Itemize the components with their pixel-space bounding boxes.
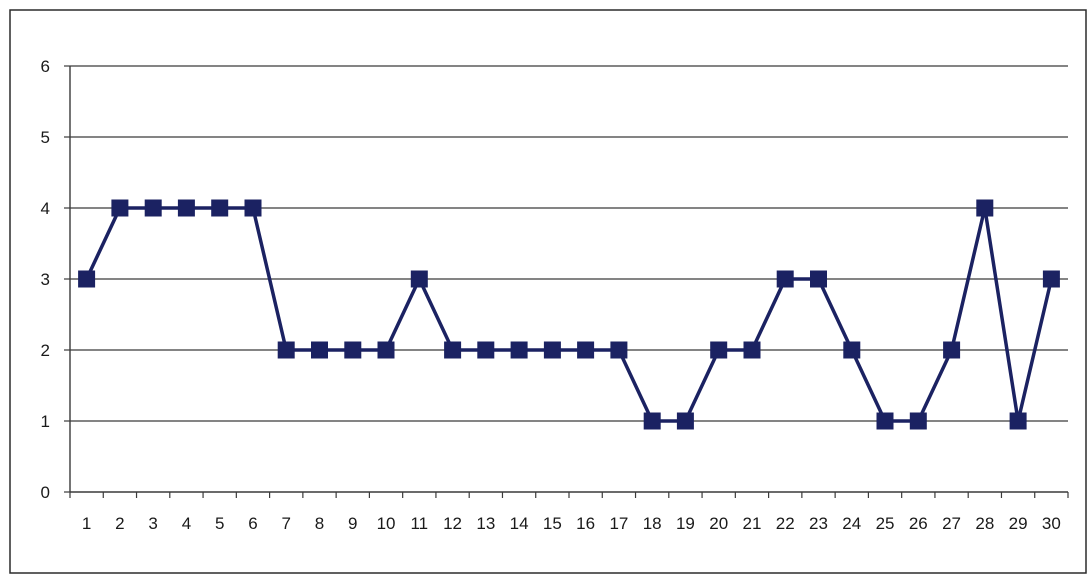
x-tick-label-5: 5 [215,514,224,533]
gridlines [70,65,1068,422]
x-tick-label-1: 1 [82,514,91,533]
x-tick-label-25: 25 [876,514,895,533]
data-point-20 [710,341,728,359]
x-tick-label-28: 28 [975,514,994,533]
series-line-0 [85,206,1054,423]
x-tick-label-17: 17 [609,514,628,533]
x-tick-label-26: 26 [909,514,928,533]
x-tick-label-8: 8 [315,514,324,533]
x-tick-label-21: 21 [743,514,762,533]
y-tick-label-3: 3 [41,270,50,289]
x-tick-label-11: 11 [410,514,428,533]
x-tick-label-30: 30 [1042,514,1061,533]
data-point-1 [78,270,96,288]
x-tick-label-6: 6 [248,514,257,533]
data-point-26 [909,412,927,430]
x-tick-label-18: 18 [643,514,662,533]
data-point-13 [477,341,495,359]
data-point-3 [144,199,162,217]
x-tick-label-20: 20 [709,514,728,533]
x-tick-label-14: 14 [510,514,529,533]
data-point-11 [410,270,428,288]
x-tick-label-29: 29 [1009,514,1028,533]
data-point-22 [776,270,794,288]
data-point-8 [311,341,328,359]
x-tick-label-13: 13 [476,514,495,533]
x-tick-label-27: 27 [942,514,961,533]
data-point-4 [177,199,195,217]
x-tick-label-16: 16 [576,514,595,533]
data-point-18 [643,412,661,430]
data-point-23 [810,270,827,288]
data-point-9 [344,341,362,359]
data-point-5 [211,199,229,217]
y-tick-label-5: 5 [41,128,50,147]
x-tick-label-19: 19 [676,514,695,533]
x-tick-label-4: 4 [182,514,191,533]
data-point-12 [444,341,462,359]
data-point-24 [843,341,861,359]
data-point-28 [976,199,994,217]
data-point-14 [510,341,528,359]
data-point-25 [876,412,894,430]
x-tick-label-7: 7 [281,514,290,533]
x-tick-label-22: 22 [776,514,795,533]
data-point-7 [277,341,295,359]
x-tick-label-12: 12 [443,514,462,533]
y-tick-label-2: 2 [41,341,50,360]
data-point-16 [577,341,595,359]
y-tick-label-6: 6 [41,57,50,76]
x-tick-label-24: 24 [842,514,861,533]
data-point-21 [743,341,761,359]
data-point-10 [377,341,395,359]
y-tick-label-4: 4 [41,199,50,218]
x-tick-label-15: 15 [543,514,562,533]
x-tick-labels: 1 2 3 4 5 6 7 8 9 10 11 12 13 14 15 16 17 18 19 20 21 22 23 24 2… [82,514,1061,533]
x-tick-label-10: 10 [377,514,396,533]
data-point-15 [543,341,561,359]
x-tick-label-3: 3 [148,514,157,533]
x-tick-label-23: 23 [809,514,828,533]
x-tick-label-2: 2 [115,514,124,533]
data-point-27 [943,341,961,359]
chart-border [9,9,1087,574]
data-point-2 [111,199,129,217]
x-tick-label-9: 9 [348,514,357,533]
data-point-6 [244,199,262,217]
data-point-30 [1042,270,1060,288]
data-point-29 [1009,412,1027,430]
y-tick-label-1: 1 [41,412,50,431]
data-point-17 [610,341,628,359]
y-tick-labels: 0 1 2 3 4 5 6 [41,57,50,502]
data-series [78,199,1060,430]
y-tick-label-0: 0 [41,483,50,502]
axes [64,65,1069,498]
data-point-19 [676,412,694,430]
